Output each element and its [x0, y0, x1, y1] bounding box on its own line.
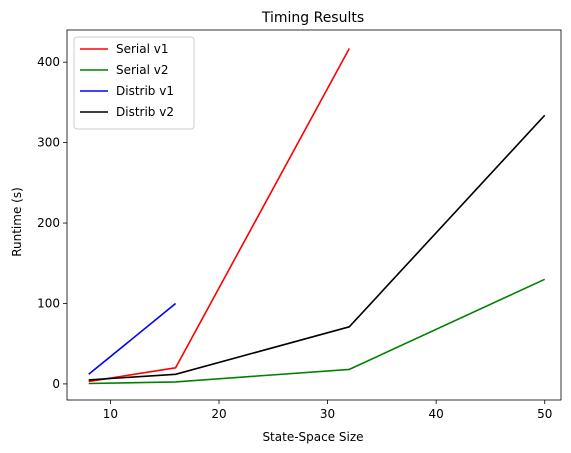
legend-box: [73, 36, 195, 130]
y-tick-label-0: 0: [52, 377, 60, 391]
legend: Serial v1 Serial v2 Distrib v1 Distrib v2: [73, 36, 195, 130]
y-tick-label-4: 400: [37, 55, 60, 69]
y-tick-label-2: 200: [37, 216, 60, 230]
series-line-distrib-v2: [88, 114, 546, 381]
series-line-distrib-v1: [88, 302, 177, 375]
y-axis: 0 100 200 300 400: [37, 55, 67, 391]
x-axis: 10 20 30 40 50: [103, 400, 552, 421]
legend-label-serial-v2: Serial v2: [116, 63, 169, 77]
x-tick-label-2: 30: [320, 407, 335, 421]
x-tick-label-1: 20: [211, 407, 226, 421]
x-tick-label-3: 40: [429, 407, 444, 421]
axes-frame: [66, 29, 562, 401]
plot-area: [88, 48, 546, 385]
series-line-serial-v2: [88, 278, 546, 385]
x-tick-label-0: 10: [103, 407, 118, 421]
y-axis-label: Runtime (s): [10, 187, 24, 257]
series-line-serial-v1: [88, 48, 351, 383]
legend-label-distrib-v2: Distrib v2: [116, 105, 174, 119]
x-tick-label-4: 50: [537, 407, 552, 421]
x-axis-label: State-Space Size: [262, 430, 363, 444]
chart-title: Timing Results: [261, 10, 364, 26]
y-tick-label-3: 300: [37, 136, 60, 150]
legend-label-serial-v1: Serial v1: [116, 42, 169, 56]
legend-label-distrib-v1: Distrib v1: [116, 84, 174, 98]
y-tick-label-1: 100: [37, 296, 60, 310]
